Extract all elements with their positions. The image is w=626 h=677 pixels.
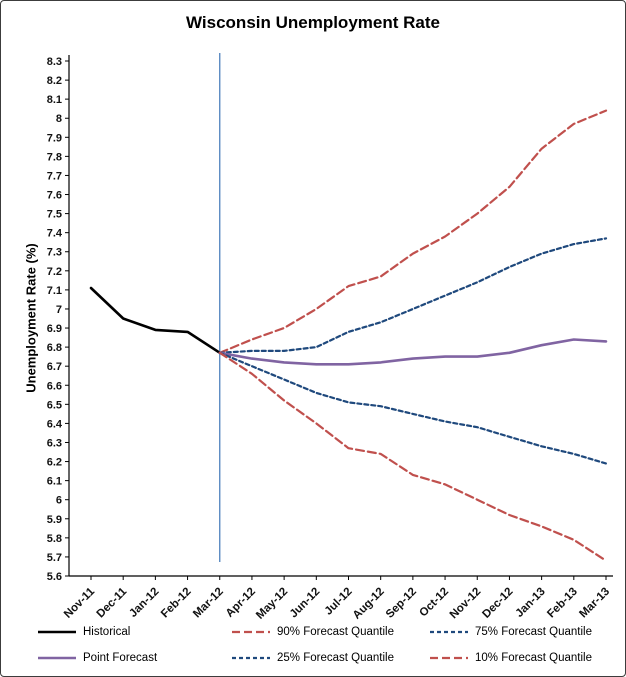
- chart-title: Wisconsin Unemployment Rate: [186, 13, 440, 32]
- y-tick-label: 7.1: [47, 285, 62, 297]
- series-point-forecast: [218, 338, 608, 366]
- y-tick-label: 6: [56, 495, 62, 507]
- legend-item: Point Forecast: [37, 647, 231, 669]
- y-tick-label: 6.2: [47, 457, 62, 469]
- x-tick-label: Apr-12: [224, 586, 258, 620]
- x-tick-label: Feb-12: [159, 586, 194, 621]
- legend-label: 25% Forecast Quantile: [277, 652, 394, 664]
- y-tick-label: 5.7: [47, 552, 62, 564]
- x-tick-label: Jun-12: [288, 586, 323, 621]
- series-historical: [89, 286, 222, 355]
- y-tick-label: 6.9: [47, 323, 62, 335]
- legend-item: Historical: [37, 621, 231, 643]
- y-tick-label: 7.6: [47, 190, 62, 202]
- y-tick-label: 7.9: [47, 132, 62, 144]
- legend-label: Point Forecast: [83, 652, 158, 664]
- chart-legend: Historical 90% Forecast Quantile 75% Forec…: [37, 621, 592, 669]
- y-tick-label: 6.5: [47, 399, 62, 411]
- y-tick-label: 6.6: [47, 380, 62, 392]
- series-10-forecast-quantile: [218, 351, 608, 562]
- y-tick-label: 5.6: [47, 571, 62, 583]
- y-tick-label: 6.1: [47, 476, 62, 488]
- legend-label: 90% Forecast Quantile: [277, 626, 394, 638]
- legend-label: 75% Forecast Quantile: [475, 626, 592, 638]
- y-tick-label: 7.2: [47, 266, 62, 278]
- legend-item: 10% Forecast Quantile: [429, 647, 592, 669]
- legend-line-sample: [430, 630, 468, 634]
- legend-item: 25% Forecast Quantile: [231, 647, 429, 669]
- legend-label: 10% Forecast Quantile: [475, 652, 592, 664]
- y-tick-label: 6.7: [47, 361, 62, 373]
- x-tick-label: Aug-12: [351, 586, 387, 622]
- y-tick-label: 8.3: [47, 56, 62, 68]
- x-tick-label: Dec-12: [480, 586, 515, 621]
- y-tick-label: 6.3: [47, 437, 62, 449]
- x-tick-label: Mar-12: [191, 586, 226, 621]
- legend-item: 90% Forecast Quantile: [231, 621, 429, 643]
- y-tick-label: 7.4: [47, 228, 63, 240]
- x-tick-label: May-12: [254, 586, 290, 622]
- x-tick-label: Nov-12: [448, 586, 484, 622]
- x-tick-label: Feb-13: [545, 586, 580, 621]
- y-tick-label: 5.8: [47, 533, 62, 545]
- y-tick-label: 6.4: [47, 418, 63, 430]
- y-tick-label: 7.7: [47, 170, 62, 182]
- series-25-forecast-quantile: [218, 351, 608, 465]
- x-tick-label: Oct-12: [417, 586, 451, 620]
- legend-line-sample: [232, 656, 270, 660]
- y-tick-label: 7: [56, 304, 62, 316]
- y-tick-label: 6.8: [47, 342, 62, 354]
- x-tick-label: Jan-13: [513, 586, 547, 620]
- legend-item: 75% Forecast Quantile: [429, 621, 592, 643]
- x-tick-label: Jan-12: [127, 586, 161, 620]
- y-tick-label: 8.2: [47, 75, 62, 87]
- legend-line-sample: [38, 656, 76, 660]
- y-tick-label: 7.8: [47, 151, 62, 163]
- y-tick-label: 8: [56, 113, 62, 125]
- legend-line-sample: [38, 630, 76, 634]
- legend-label: Historical: [83, 626, 131, 638]
- series-90-forecast-quantile: [218, 109, 608, 354]
- x-tick-label: Dec-11: [95, 585, 130, 620]
- series-75-forecast-quantile: [218, 237, 608, 354]
- y-tick-label: 8.1: [47, 94, 62, 106]
- x-tick-label: Nov-11: [62, 585, 98, 621]
- x-tick-label: Mar-13: [577, 586, 612, 621]
- legend-line-sample: [232, 630, 270, 634]
- y-tick-label: 7.3: [47, 247, 62, 259]
- y-tick-label: 5.9: [47, 514, 62, 526]
- x-tick-label: Sep-12: [384, 586, 419, 621]
- legend-line-sample: [430, 656, 468, 660]
- y-tick-label: 7.5: [47, 209, 62, 221]
